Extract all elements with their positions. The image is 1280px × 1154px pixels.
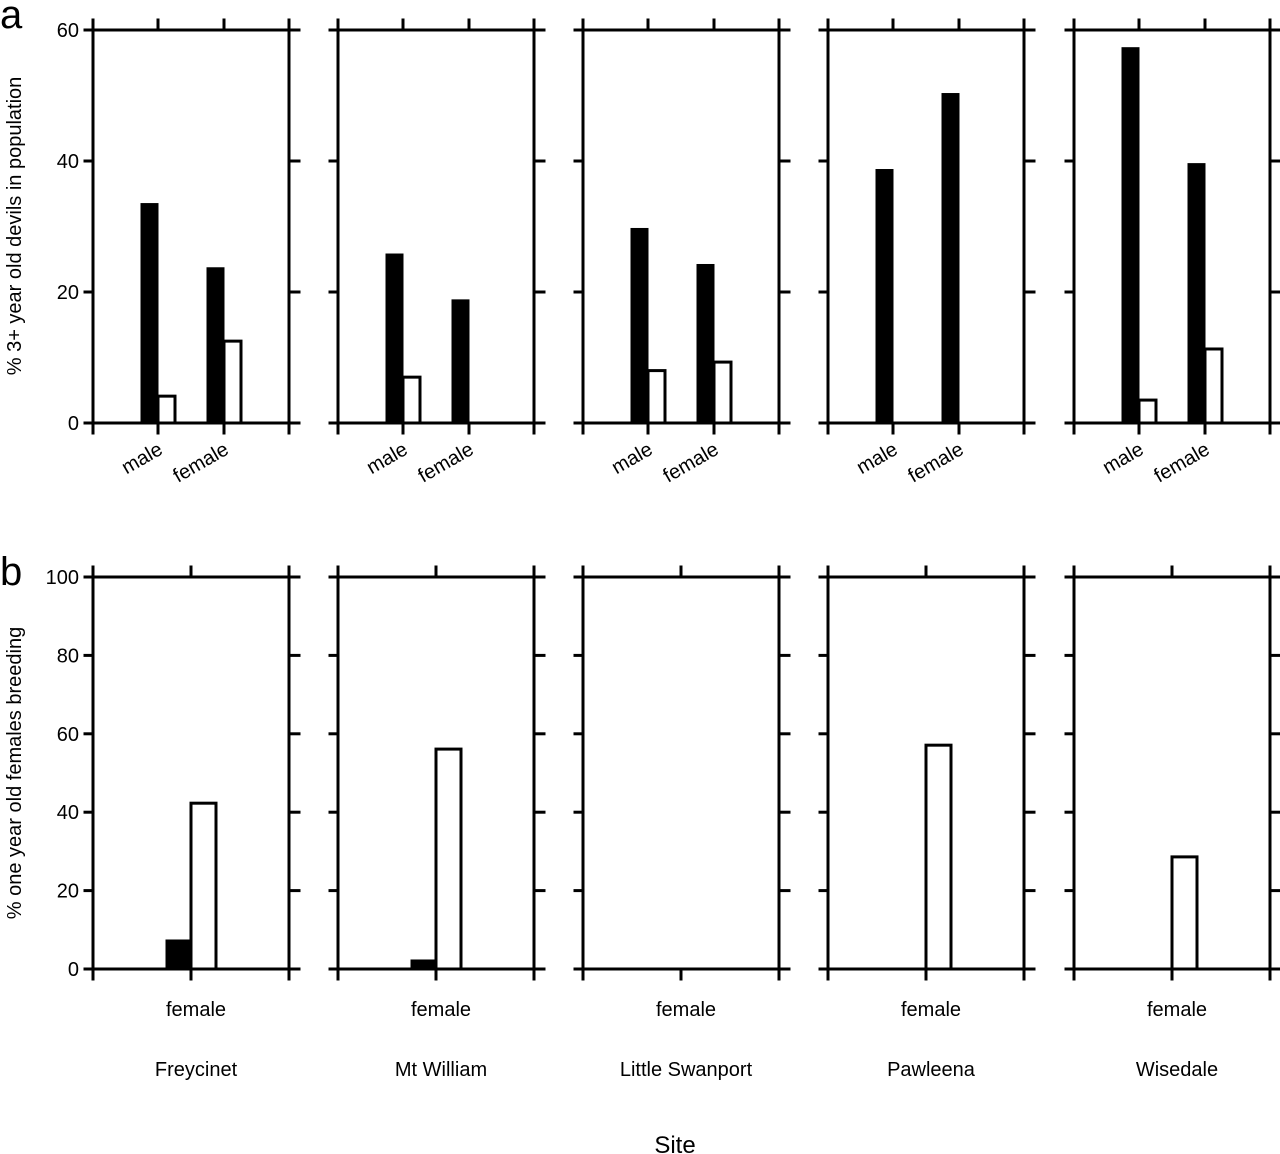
panel-a-little-swanport: male female (573, 18, 791, 487)
category-label: female (1147, 999, 1207, 1021)
category-label: male (1099, 438, 1148, 479)
panel-b-mt-william: female Mt William (328, 565, 546, 1081)
category-label: male (853, 438, 902, 479)
category-label: female (656, 999, 716, 1021)
bar-black-male (875, 169, 894, 424)
category-label: female (660, 438, 723, 487)
category-label: male (608, 438, 657, 479)
ytick-label: 60 (57, 724, 79, 746)
bar-white-female (924, 743, 953, 971)
panel-a-mt-william: male female (328, 18, 546, 487)
y-axis-title-a: % 3+ year old devils in population (4, 77, 26, 376)
bar-white-female (434, 747, 463, 971)
ytick-label: 60 (57, 20, 79, 42)
bar-black-female (696, 263, 715, 424)
bar-white-female (189, 801, 218, 971)
site-label: Freycinet (155, 1059, 238, 1081)
bar-black-male (1121, 47, 1140, 424)
category-label: female (170, 438, 233, 487)
bar-white-female (222, 339, 243, 425)
panel-b-pawleena: female Pawleena (818, 565, 1036, 1081)
bar-white-male (646, 369, 667, 425)
panel-a-freycinet: 0 20 40 60 male female (57, 18, 301, 487)
x-axis-title: Site (654, 1132, 695, 1154)
bar-black-female (206, 267, 225, 424)
bar-white-female (1203, 347, 1224, 425)
panel-b-wisedale: female Wisedale (1064, 565, 1280, 1081)
ytick-label: 40 (57, 151, 79, 173)
bar-white-male (156, 394, 177, 425)
panel-a-wisedale: male female (1064, 18, 1280, 487)
bar-white-female (712, 360, 733, 425)
panel-b-freycinet: 0 20 40 60 80 100 female Freycinet (46, 565, 301, 1081)
category-label: female (901, 999, 961, 1021)
site-label: Wisedale (1136, 1059, 1218, 1081)
panel-letter-a: a (0, 0, 23, 37)
bar-black-male (140, 203, 159, 424)
bar-black-male (630, 227, 649, 424)
bar-black-female (165, 939, 192, 970)
panel-a-pawleena: male female (818, 18, 1036, 487)
site-label: Mt William (395, 1059, 487, 1081)
category-label: female (411, 999, 471, 1021)
ytick-label: 20 (57, 881, 79, 903)
ytick-label: 80 (57, 645, 79, 667)
panel-letter-b: b (0, 550, 22, 594)
site-label: Pawleena (887, 1059, 976, 1081)
bar-white-male (1137, 398, 1158, 425)
ytick-label: 0 (68, 413, 79, 435)
bar-black-female (941, 93, 960, 424)
site-label: Little Swanport (620, 1059, 753, 1081)
category-label: male (363, 438, 412, 479)
bar-white-male (401, 375, 422, 425)
bar-black-male (385, 253, 404, 424)
bar-black-female (451, 299, 470, 424)
ytick-label: 0 (68, 959, 79, 981)
bar-black-female (1187, 163, 1206, 424)
category-label: female (1151, 438, 1214, 487)
bar-white-female (1170, 855, 1199, 971)
ytick-label: 100 (46, 567, 79, 589)
category-label: female (415, 438, 478, 487)
category-label: female (905, 438, 968, 487)
panel-b-little-swanport: female Little Swanport (573, 565, 791, 1081)
ytick-label: 40 (57, 802, 79, 824)
category-label: female (166, 999, 226, 1021)
ytick-label: 20 (57, 282, 79, 304)
category-label: male (118, 438, 167, 479)
y-axis-title-b: % one year old females breeding (4, 627, 26, 919)
